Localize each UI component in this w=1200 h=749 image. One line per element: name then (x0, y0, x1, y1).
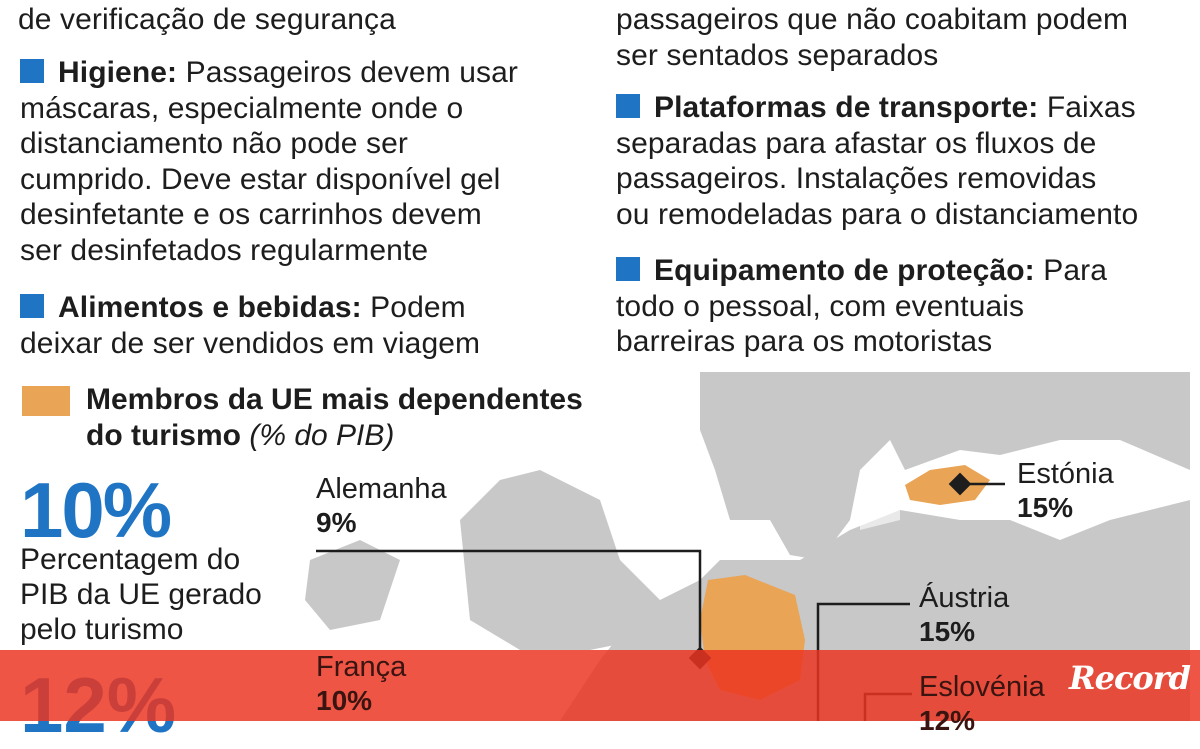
desc-line: PIB da UE gerado (20, 578, 262, 611)
platform-block: Plataformas de transporte: Faixas separa… (616, 90, 1138, 232)
food-block: Alimentos e bebidas: Podem deixar de ser… (20, 290, 480, 361)
uk-shape (460, 470, 660, 650)
country-value: 15% (1017, 492, 1074, 523)
country-name: França (316, 651, 407, 683)
brand-banner (0, 650, 1200, 721)
hygiene-line: distanciamento não pode ser (20, 127, 408, 160)
equipment-line: todo o pessoal, com eventuais (616, 289, 1025, 323)
seating-line: ser sentados separados (616, 38, 939, 72)
legend-title-line: Membros da UE mais dependentes (86, 383, 583, 416)
eu-gdp-tourism-stat: 10% (20, 466, 172, 554)
legend-title-line: do turismo (86, 419, 241, 452)
hygiene-line: ser desinfetados regularmente (20, 233, 429, 267)
country-name: Áustria (919, 582, 1010, 614)
security-check-line: de verificação de segurança (18, 3, 396, 36)
food-line: deixar de ser vendidos em viagem (20, 326, 481, 360)
platform-line: passageiros. Instalações removidas (616, 162, 1097, 195)
eu-gdp-tourism-desc: Percentagem do PIB da UE gerado pelo tur… (20, 542, 262, 647)
record-logo[interactable]: Record (1068, 659, 1191, 697)
platform-label: Plataformas de transporte: (654, 91, 1039, 124)
platform-line: separadas para afastar os fluxos de (616, 126, 1097, 160)
hygiene-line: cumprido. Deve estar disponível gel (20, 162, 501, 196)
legend-swatch (22, 386, 70, 416)
desc-line: Percentagem do (20, 543, 241, 576)
equipment-block: Equipamento de proteção: Para todo o pes… (616, 253, 1107, 360)
platform-bullet-icon (616, 94, 640, 118)
platform-line: ou remodeladas para o distanciamento (616, 197, 1139, 231)
scandinavia-shape (700, 372, 1190, 560)
baltic-sea-gap (860, 470, 900, 530)
legend-title: Membros da UE mais dependentes do turism… (86, 382, 583, 454)
ireland-shape (305, 540, 400, 630)
country-austria: Áustria 15% (919, 581, 1009, 649)
estonia-shape (905, 465, 990, 505)
country-value: 9% (316, 507, 357, 538)
hygiene-label: Higiene: (58, 56, 178, 89)
legend-unit: (% do PIB) (249, 419, 395, 452)
seating-line: passageiros que não coabitam podem (616, 3, 1129, 36)
country-estonia: Estónia 15% (1017, 457, 1114, 525)
equipment-line: Para (1043, 254, 1107, 287)
country-name: Eslovénia (919, 671, 1045, 703)
hygiene-block: Higiene: Passageiros devem usar máscaras… (20, 55, 518, 268)
food-label: Alimentos e bebidas: (58, 291, 362, 324)
desc-line: pelo turismo (20, 613, 184, 646)
alemanha-leader (316, 549, 702, 660)
equipment-bullet-icon (616, 257, 640, 281)
country-alemanha: Alemanha 9% (316, 472, 447, 540)
country-franca: França 10% (316, 650, 406, 718)
food-bullet-icon (20, 294, 44, 318)
hygiene-line: máscaras, especialmente onde o (20, 91, 464, 125)
hygiene-bullet-icon (20, 59, 44, 83)
estonia-marker (948, 472, 972, 496)
hygiene-line: desinfetante e os carrinhos devem (20, 198, 482, 231)
country-value: 10% (316, 685, 373, 716)
seating-block: passageiros que não coabitam podem ser s… (616, 2, 1128, 73)
platform-line: Faixas (1046, 91, 1136, 124)
equipment-line: barreiras para os motoristas (616, 325, 993, 358)
country-name: Alemanha (316, 473, 447, 505)
country-eslovenia: Eslovénia 12% (919, 670, 1045, 738)
country-name: Estónia (1017, 458, 1114, 490)
country-value: 15% (919, 616, 976, 647)
hygiene-line: Passageiros devem usar (185, 56, 518, 89)
equipment-label: Equipamento de proteção: (654, 254, 1035, 287)
country-value: 12% (919, 705, 976, 736)
food-line: Podem (370, 291, 466, 324)
